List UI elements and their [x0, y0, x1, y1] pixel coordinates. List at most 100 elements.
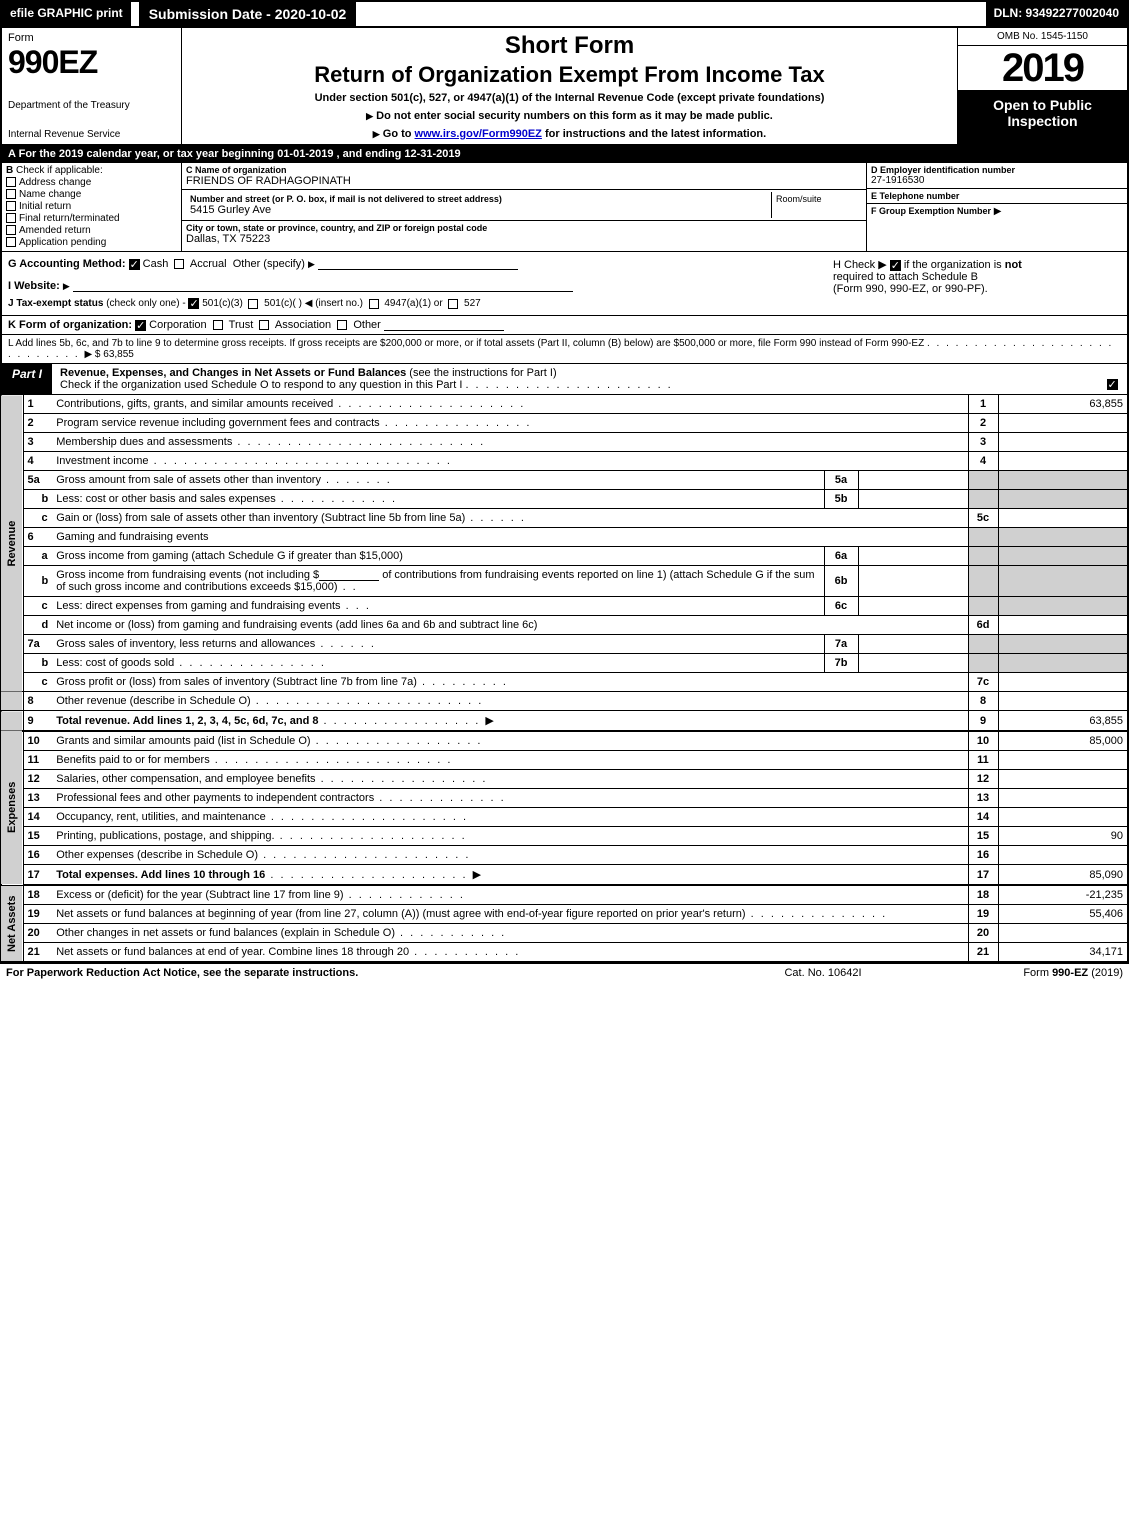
inner-val [858, 654, 968, 673]
header-right: OMB No. 1545-1150 2019 Open to Public In… [957, 28, 1127, 144]
net-assets-sidelabel: Net Assets [1, 885, 23, 962]
table-row: 16 Other expenses (describe in Schedule … [1, 846, 1128, 865]
line-num: c [23, 597, 52, 616]
checkbox-accrual[interactable] [174, 259, 184, 269]
grey-cell [968, 471, 998, 490]
efile-print-label[interactable]: efile GRAPHIC print [2, 2, 131, 26]
checkbox-schedule-o-checked[interactable] [1107, 379, 1118, 390]
6b-amount-field[interactable] [319, 569, 379, 581]
table-row: b Gross income from fundraising events (… [1, 566, 1128, 597]
line-num: 16 [23, 846, 52, 865]
section-b-label: B Check if applicable: [6, 165, 177, 176]
checkbox-initial-return[interactable]: Initial return [6, 201, 177, 212]
part-1-label: Part I [2, 364, 52, 394]
other-specify-field[interactable] [318, 258, 518, 270]
line-value [998, 846, 1128, 865]
line-num: 3 [23, 433, 52, 452]
checkbox-527[interactable] [448, 299, 458, 309]
line-num: 10 [23, 731, 52, 751]
grey-cell [998, 528, 1128, 547]
line-value: 85,000 [998, 731, 1128, 751]
line-desc: Less: cost of goods sold . . . . . . . .… [52, 654, 824, 673]
inner-val [858, 635, 968, 654]
checkbox-501c3-checked[interactable] [188, 298, 199, 309]
line-desc: Net assets or fund balances at end of ye… [52, 943, 968, 963]
checkbox-address-change[interactable]: Address change [6, 177, 177, 188]
line-num: b [23, 566, 52, 597]
arrow-icon [373, 128, 380, 140]
line-ref-num: 18 [968, 885, 998, 905]
irs-link[interactable]: www.irs.gov/Form990EZ [415, 128, 542, 140]
checkbox-application-pending[interactable]: Application pending [6, 237, 177, 248]
street-address-cell: Number and street (or P. O. box, if mail… [186, 192, 772, 218]
dln-label: DLN: 93492277002040 [986, 2, 1127, 26]
other-org-field[interactable] [384, 319, 504, 331]
checkbox-icon [6, 201, 16, 211]
line-num: 18 [23, 885, 52, 905]
line-desc: Occupancy, rent, utilities, and maintena… [52, 808, 968, 827]
checkbox-corporation-checked[interactable] [135, 320, 146, 331]
checkbox-amended-return[interactable]: Amended return [6, 225, 177, 236]
table-row: 15 Printing, publications, postage, and … [1, 827, 1128, 846]
line-num: 13 [23, 789, 52, 808]
grey-cell [968, 635, 998, 654]
line-desc: Gross sales of inventory, less returns a… [52, 635, 824, 654]
form-number: 990EZ [8, 44, 175, 81]
checkbox-name-change[interactable]: Name change [6, 189, 177, 200]
line-desc: Membership dues and assessments . . . . … [52, 433, 968, 452]
blank-sidelabel [1, 692, 23, 711]
checkbox-501c[interactable] [248, 299, 258, 309]
checkbox-trust[interactable] [213, 320, 223, 330]
line-num: 9 [23, 711, 52, 732]
line-value: 90 [998, 827, 1128, 846]
expenses-sidelabel: Expenses [1, 731, 23, 885]
line-num: 1 [23, 395, 52, 414]
table-row: 4 Investment income . . . . . . . . . . … [1, 452, 1128, 471]
line-num: c [23, 509, 52, 528]
part-1-title-bold: Revenue, Expenses, and Changes in Net As… [60, 367, 406, 379]
line-num: 20 [23, 924, 52, 943]
revenue-sidelabel: Revenue [1, 395, 23, 692]
form-footer-label: Form 990-EZ (2019) [923, 967, 1123, 979]
line-value [998, 509, 1128, 528]
line-desc: Less: cost or other basis and sales expe… [52, 490, 824, 509]
under-section-text: Under section 501(c), 527, or 4947(a)(1)… [190, 92, 949, 104]
short-form-title: Short Form [190, 32, 949, 60]
checkbox-final-return[interactable]: Final return/terminated [6, 213, 177, 224]
grey-cell [968, 597, 998, 616]
checkbox-cash-checked[interactable] [129, 259, 140, 270]
checkbox-other[interactable] [337, 320, 347, 330]
line-ref-num: 8 [968, 692, 998, 711]
table-row: 3 Membership dues and assessments . . . … [1, 433, 1128, 452]
line-value [998, 751, 1128, 770]
city-label: City or town, state or province, country… [186, 223, 862, 233]
line-value [998, 924, 1128, 943]
header-left: Form 990EZ Department of the Treasury In… [2, 28, 182, 144]
city-value: Dallas, TX 75223 [186, 233, 862, 245]
website-field[interactable] [73, 280, 573, 292]
checkbox-h-checked[interactable] [890, 260, 901, 271]
ein-label: D Employer identification number [871, 165, 1123, 175]
group-exemption-cell: F Group Exemption Number ▶ [867, 204, 1127, 219]
line-desc: Gaming and fundraising events [52, 528, 968, 547]
line-value: 55,406 [998, 905, 1128, 924]
g-label: G Accounting Method: [8, 258, 126, 270]
table-row: 17 Total expenses. Add lines 10 through … [1, 865, 1128, 886]
line-num: 21 [23, 943, 52, 963]
irs-label: Internal Revenue Service [8, 129, 175, 140]
grey-cell [968, 654, 998, 673]
line-desc: Benefits paid to or for members . . . . … [52, 751, 968, 770]
checkbox-4947[interactable] [369, 299, 379, 309]
line-num: d [23, 616, 52, 635]
goto-line: Go to www.irs.gov/Form990EZ for instruct… [190, 128, 949, 140]
section-g-left: G Accounting Method: Cash Accrual Other … [2, 252, 827, 315]
table-row: d Net income or (loss) from gaming and f… [1, 616, 1128, 635]
line-desc: Net income or (loss) from gaming and fun… [52, 616, 968, 635]
tax-exempt-status-row: J Tax-exempt status (check only one) - 5… [8, 298, 821, 309]
line-value: 63,855 [998, 711, 1128, 732]
grey-cell [998, 654, 1128, 673]
checkbox-association[interactable] [259, 320, 269, 330]
line-value [998, 433, 1128, 452]
section-h: H Check ▶ if the organization is not req… [827, 252, 1127, 315]
form-word: Form [8, 32, 175, 44]
